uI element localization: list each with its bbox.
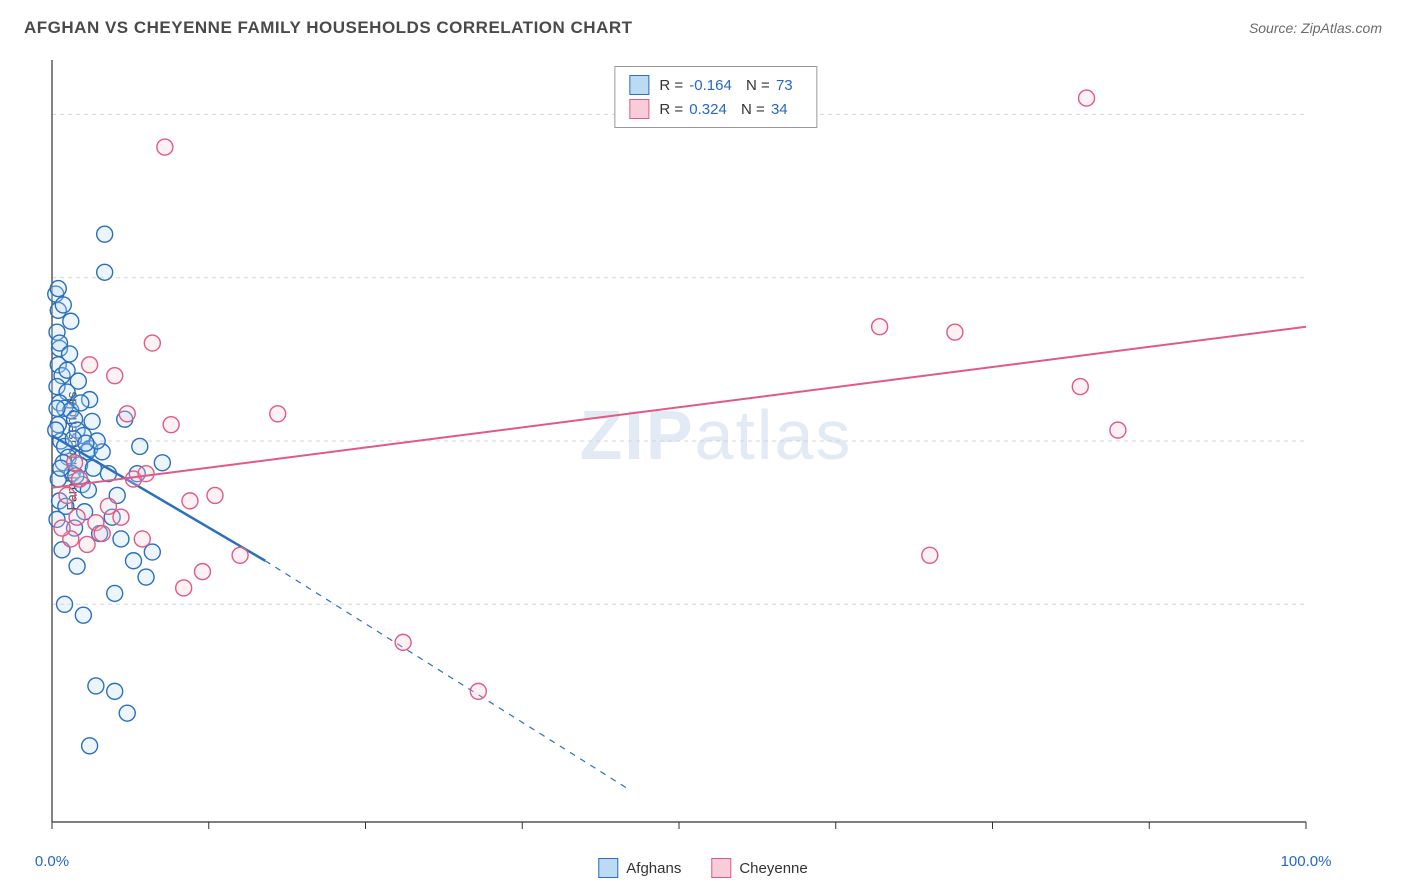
series-legend: Afghans Cheyenne <box>598 858 807 878</box>
source-label: Source: ZipAtlas.com <box>1249 20 1382 36</box>
legend-swatch <box>629 99 649 119</box>
chart-title: AFGHAN VS CHEYENNE FAMILY HOUSEHOLDS COR… <box>24 18 633 38</box>
legend-label: Afghans <box>626 860 681 877</box>
stats-legend-row: R = 0.324 N = 34 <box>629 97 802 121</box>
legend-item: Afghans <box>598 858 681 878</box>
stats-legend-row: R = -0.164 N = 73 <box>629 73 802 97</box>
legend-swatch <box>598 858 618 878</box>
legend-label: Cheyenne <box>739 860 807 877</box>
legend-item: Cheyenne <box>711 858 807 878</box>
legend-swatch <box>711 858 731 878</box>
x-tick-label: 100.0% <box>1281 853 1332 870</box>
chart-area: Family Households ZIPatlas R = -0.164 N … <box>46 60 1386 842</box>
x-tick-label: 0.0% <box>35 853 69 870</box>
stats-legend: R = -0.164 N = 73R = 0.324 N = 34 <box>614 66 817 128</box>
scatter-plot-svg <box>46 60 1386 842</box>
legend-swatch <box>629 75 649 95</box>
